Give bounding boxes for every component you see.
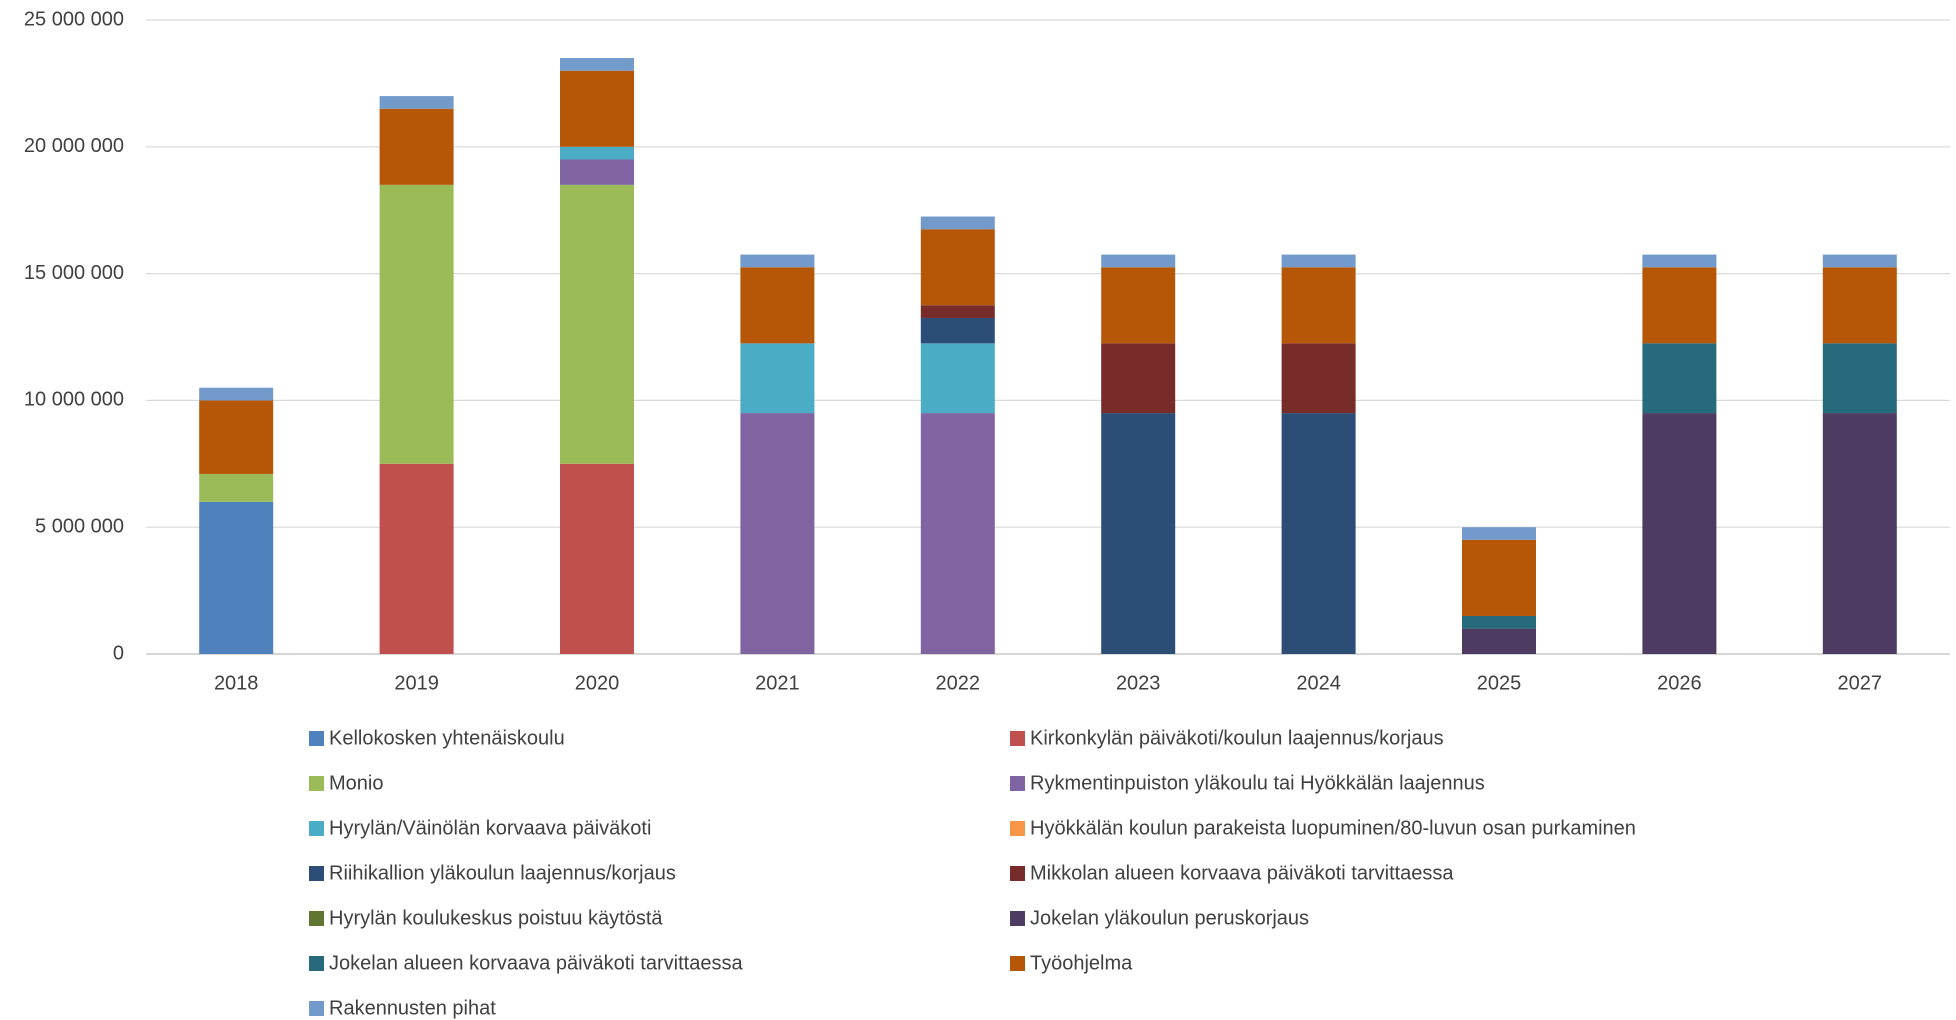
bar-segment [920, 305, 995, 318]
bar-segment [1822, 343, 1897, 414]
x-tick-label: 2021 [755, 672, 800, 694]
x-tick-label: 2020 [575, 672, 620, 694]
y-tick-label: 0 [113, 642, 124, 664]
x-tick-label: 2022 [936, 672, 981, 694]
bar-segment [1281, 254, 1356, 268]
legend-swatch [1010, 911, 1025, 926]
x-tick-label: 2019 [394, 672, 439, 694]
bar-segment [1822, 267, 1897, 344]
legend-swatch [1010, 776, 1025, 791]
legend-swatch [309, 776, 324, 791]
bar-segment [740, 254, 815, 268]
legend-label: Jokelan yläkoulun peruskorjaus [1030, 907, 1309, 929]
bar-segment [560, 58, 634, 71]
legend-label: Rakennusten pihat [329, 997, 496, 1019]
bar-segment [740, 343, 815, 414]
bar-segment [1281, 413, 1356, 654]
bar-segment [560, 463, 634, 654]
bar-segment [199, 400, 274, 474]
y-tick-label: 10 000 000 [24, 389, 124, 411]
bar-segment [920, 343, 995, 414]
legend-label: Kirkonkylän päiväkoti/koulun laajennus/k… [1030, 727, 1444, 749]
legend-swatch [1010, 821, 1025, 836]
legend-label: Monio [329, 772, 383, 794]
legend-label: Riihikallion yläkoulun laajennus/korjaus [329, 862, 676, 884]
bar-segment [740, 413, 815, 654]
y-tick-label: 15 000 000 [24, 262, 124, 284]
bar-segment [1822, 413, 1897, 654]
bar-segment [1462, 628, 1536, 654]
legend-swatch [309, 1001, 324, 1016]
x-tick-label: 2018 [214, 672, 259, 694]
legend-label: Kellokosken yhtenäiskoulu [329, 727, 565, 749]
bar-segment [379, 96, 454, 109]
bar-segment [920, 229, 995, 306]
x-tick-label: 2026 [1657, 672, 1702, 694]
bar-segment [560, 70, 634, 147]
legend-swatch [309, 866, 324, 881]
bar-segment [1101, 254, 1176, 268]
legend-swatch [309, 911, 324, 926]
bar-segment [1462, 615, 1536, 629]
bar-segment [1462, 527, 1536, 540]
legend-swatch [309, 821, 324, 836]
bar-segment [379, 463, 454, 654]
legend-label: Työohjelma [1030, 952, 1133, 974]
bar-segment [199, 473, 274, 502]
legend-label: Hyökkälän koulun parakeista luopuminen/8… [1030, 817, 1636, 839]
legend-label: Jokelan alueen korvaava päiväkoti tarvit… [329, 952, 743, 974]
bar-segment [1281, 343, 1356, 414]
bar-segment [920, 317, 995, 344]
legend-swatch [1010, 956, 1025, 971]
bar-segment [1101, 343, 1176, 414]
x-tick-label: 2023 [1116, 672, 1161, 694]
bar-segment [920, 216, 995, 230]
bar-segment [1101, 413, 1176, 654]
legend-label: Hyrylän/Väinölän korvaava päiväkoti [329, 817, 651, 839]
bar-segment [199, 387, 274, 401]
bar-segment [379, 184, 454, 464]
x-tick-label: 2027 [1838, 672, 1883, 694]
legend-swatch [309, 956, 324, 971]
bar-segment [560, 184, 634, 464]
bar-segment [1642, 267, 1717, 344]
y-tick-label: 25 000 000 [24, 8, 124, 30]
bar-segment [1462, 539, 1536, 616]
bar-segment [920, 413, 995, 654]
x-tick-label: 2024 [1296, 672, 1341, 694]
legend-swatch [1010, 866, 1025, 881]
bar-segment [740, 267, 815, 344]
x-tick-label: 2025 [1477, 672, 1522, 694]
bar-segment [1822, 254, 1897, 268]
bar-segment [379, 108, 454, 185]
legend-swatch [1010, 731, 1025, 746]
y-tick-label: 20 000 000 [24, 135, 124, 157]
legend-label: Hyrylän koulukeskus poistuu käytöstä [329, 907, 663, 929]
bar-segment [560, 146, 634, 160]
bar-segment [199, 501, 274, 654]
legend-label: Rykmentinpuiston yläkoulu tai Hyökkälän … [1030, 772, 1485, 794]
bar-segment [1642, 343, 1717, 414]
y-tick-label: 5 000 000 [35, 515, 124, 537]
legend-swatch [309, 731, 324, 746]
legend-label: Mikkolan alueen korvaava päiväkoti tarvi… [1030, 862, 1454, 884]
bar-segment [1642, 413, 1717, 654]
bar-segment [1642, 254, 1717, 268]
bar-segment [560, 159, 634, 185]
bar-segment [1101, 267, 1176, 344]
bar-segment [1281, 267, 1356, 344]
